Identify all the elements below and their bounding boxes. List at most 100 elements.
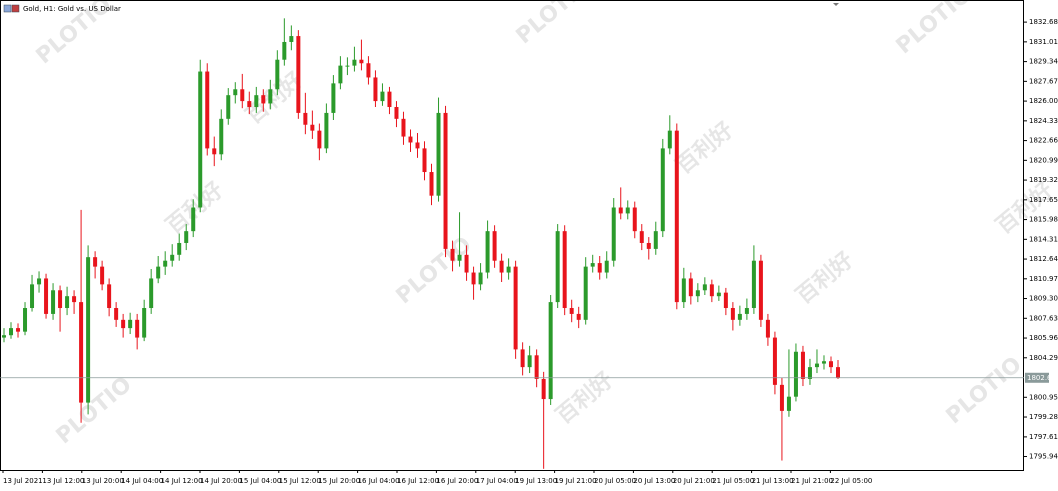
- candle-body: [541, 378, 546, 400]
- y-tick-label: 1795.94: [1029, 453, 1058, 461]
- candle-body: [415, 142, 420, 149]
- candle-body: [37, 278, 42, 285]
- candle-body: [2, 335, 6, 338]
- symbol-icon: [3, 4, 12, 13]
- y-tick-label: 1810.97: [1029, 275, 1058, 283]
- candle-body: [72, 296, 77, 303]
- candle-body: [436, 112, 441, 196]
- candle-body: [310, 124, 315, 131]
- candle-body: [674, 130, 679, 303]
- candle-body: [793, 351, 798, 397]
- y-tick-label: 1815.98: [1029, 216, 1058, 224]
- plot-frame: [0, 0, 1024, 471]
- candle-body: [408, 136, 413, 143]
- candle-body: [513, 266, 518, 350]
- candle-body: [639, 231, 644, 243]
- candle-body: [142, 308, 147, 338]
- candle-body: [198, 71, 203, 208]
- candle-body: [450, 248, 455, 261]
- candle-body: [758, 260, 763, 320]
- candle-body: [331, 83, 336, 113]
- candle-body: [702, 284, 707, 291]
- candle-body: [240, 89, 245, 102]
- candle-body: [352, 59, 357, 66]
- candle-body: [149, 278, 154, 309]
- candle-body: [135, 319, 140, 338]
- candle-body: [653, 231, 658, 249]
- y-tick-label: 1832.68: [1029, 18, 1058, 26]
- x-tick-label: 21 Jul 05:00: [712, 477, 754, 485]
- candle-body: [534, 355, 539, 379]
- x-tick-label: 15 Jul 04:00: [239, 477, 281, 485]
- candle-body: [800, 351, 805, 379]
- candle-body: [667, 130, 672, 149]
- x-tick-label: 14 Jul 20:00: [200, 477, 242, 485]
- candle-body: [324, 112, 329, 149]
- candle-body: [695, 290, 700, 297]
- y-tick-label: 1814.31: [1029, 235, 1058, 243]
- candle-body: [317, 130, 322, 149]
- candle-body: [44, 278, 49, 314]
- candle-body: [730, 308, 735, 320]
- candle-body: [604, 260, 609, 273]
- scroll-marker: [833, 3, 839, 6]
- candle-body: [401, 118, 406, 137]
- candle-body: [275, 59, 280, 90]
- x-tick-label: 13 Jul 20:00: [82, 477, 124, 485]
- candle-body: [338, 65, 343, 84]
- candle-body: [184, 231, 189, 243]
- candle-body: [709, 284, 714, 297]
- candle-body: [282, 41, 287, 60]
- candle-body: [457, 254, 462, 261]
- candle-body: [219, 118, 224, 155]
- candle-body: [772, 337, 777, 385]
- y-tick-label: 1805.96: [1029, 334, 1058, 342]
- x-tick-label: 21 Jul 13:00: [752, 477, 794, 485]
- x-tick-label: 19 Jul 21:00: [555, 477, 597, 485]
- candle-body: [296, 36, 301, 113]
- candle-body: [373, 77, 378, 102]
- candle-body: [779, 384, 784, 411]
- candle-body: [590, 263, 595, 267]
- candle-body: [289, 36, 294, 42]
- candle-body: [548, 302, 553, 400]
- x-tick-label: 16 Jul 20:00: [436, 477, 478, 485]
- candle-body: [443, 112, 448, 249]
- plot: 1832.68 1831.01 1829.34 1827.67 1826.00 1824.…: [0, 18, 1058, 485]
- y-tick-label: 1804.29: [1029, 354, 1058, 362]
- x-tick-label: 15 Jul 20:00: [318, 477, 360, 485]
- x-tick-label: 15 Jul 12:00: [279, 477, 321, 485]
- candle-body: [786, 396, 791, 411]
- x-tick-label: 22 Jul 05:00: [830, 477, 872, 485]
- y-tick-label: 1817.65: [1029, 196, 1058, 204]
- y-tick-label: 1827.67: [1029, 77, 1058, 85]
- candle-body: [51, 290, 56, 314]
- candle-body: [807, 367, 812, 379]
- chart-title: Gold, H1: Gold vs. US Dollar: [23, 5, 121, 13]
- x-tick-label: 20 Jul 21:00: [673, 477, 715, 485]
- y-tick-label: 1822.66: [1029, 137, 1058, 145]
- y-tick-label: 1819.32: [1029, 176, 1058, 184]
- x-tick-label: 21 Jul 21:00: [791, 477, 833, 485]
- candle-body: [247, 101, 252, 108]
- candle-body: [387, 91, 392, 108]
- candle-body: [100, 266, 105, 285]
- candle-body: [492, 231, 497, 261]
- candle-body: [611, 207, 616, 261]
- candle-body: [212, 148, 217, 155]
- candle-body: [86, 257, 91, 403]
- candle-body: [471, 272, 476, 285]
- candle-body: [744, 308, 749, 314]
- candle-body: [527, 355, 532, 368]
- symbol-icon: [11, 4, 20, 13]
- candle-body: [429, 172, 434, 196]
- candle-body: [555, 231, 560, 303]
- y-tick-label: 1807.63: [1029, 314, 1058, 322]
- candle-body: [233, 89, 238, 96]
- candle-body: [569, 308, 574, 314]
- x-tick-label: 20 Jul 05:00: [594, 477, 636, 485]
- candle-body: [506, 266, 511, 273]
- candle-body: [646, 242, 651, 249]
- candle-body: [163, 260, 168, 267]
